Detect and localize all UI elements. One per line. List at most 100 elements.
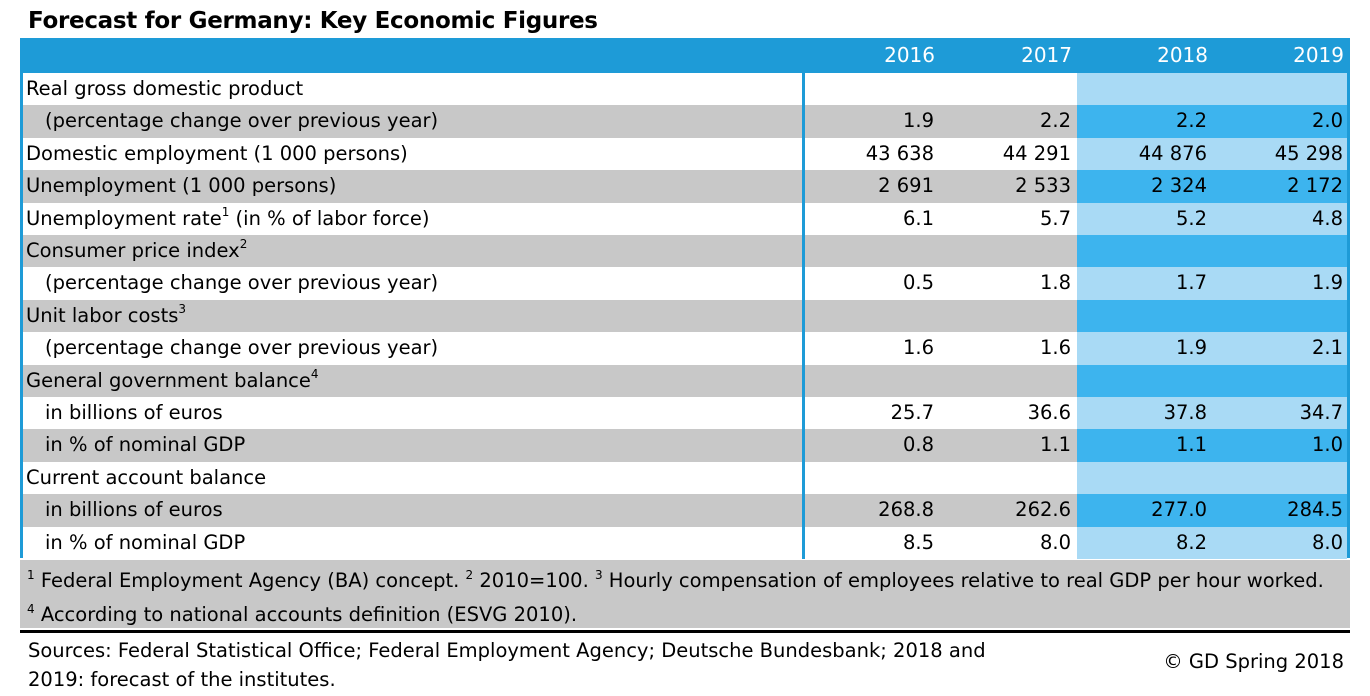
cell-value-2017: 262.6 [1015, 498, 1071, 522]
row-label: Unemployment (1 000 persons) [26, 174, 337, 198]
table-row: (percentage change over previous year) 1.… [23, 105, 1347, 139]
table-row: in % of nominal GDP 8.5 8.0 8.2 8.0 [23, 526, 1347, 560]
row-label: Unit labor costs3 [26, 301, 187, 327]
table-row: Consumer price index2 [23, 235, 1347, 268]
row-label: (percentage change over previous year) [45, 109, 439, 133]
forecast-shading [1077, 105, 1347, 139]
footnote-marker: 3 [594, 568, 603, 582]
row-label: Domestic employment (1 000 persons) [26, 141, 408, 165]
row-label: Consumer price index2 [26, 237, 248, 262]
cell-value-2017: 44 291 [1002, 141, 1071, 165]
row-label: in % of nominal GDP [45, 433, 246, 457]
cell-value-2016: 1.6 [902, 336, 934, 360]
sources-note: Sources: Federal Statistical Office; Fed… [28, 639, 986, 691]
column-divider [802, 137, 805, 171]
column-divider [802, 170, 805, 204]
forecast-shading [1077, 299, 1347, 333]
footnote-text: Federal Employment Agency (BA) concept. [34, 569, 466, 592]
cell-value-2018: 1.9 [1175, 336, 1207, 360]
column-divider [802, 202, 805, 236]
cell-value-2017: 36.6 [1027, 401, 1071, 424]
forecast-shading [1077, 73, 1347, 106]
cell-value-2017: 2.2 [1039, 109, 1071, 133]
table-row: Current account balance [23, 461, 1347, 495]
cell-value-2018: 2.2 [1175, 109, 1207, 133]
row-label: (percentage change over previous year) [45, 271, 439, 295]
cell-value-2016: 0.5 [902, 271, 934, 295]
cell-value-2019: 2 172 [1287, 174, 1343, 198]
copyright-note: © GD Spring 2018 [1163, 650, 1344, 673]
row-label: General government balance4 [26, 366, 319, 392]
cell-value-2019: 1.9 [1311, 271, 1343, 295]
cell-value-2019: 4.8 [1311, 206, 1343, 230]
forecast-shading [1077, 235, 1347, 268]
page-title: Forecast for Germany: Key Economic Figur… [28, 8, 598, 34]
cell-value-2018: 2 324 [1151, 174, 1207, 198]
cell-value-2018: 1.1 [1175, 433, 1207, 457]
cell-value-2018: 1.7 [1175, 271, 1207, 295]
column-header-2016: 2016 [884, 43, 935, 67]
cell-value-2017: 1.8 [1039, 271, 1071, 295]
table-row: (percentage change over previous year) 1.… [23, 332, 1347, 366]
cell-value-2019: 45 298 [1274, 141, 1343, 165]
cell-value-2016: 0.8 [902, 433, 934, 457]
column-divider [802, 299, 805, 333]
forecast-shading [1077, 170, 1347, 204]
footnotes: 1 Federal Employment Agency (BA) concept… [20, 560, 1350, 628]
column-divider [802, 235, 805, 268]
forecast-shading [1077, 397, 1347, 430]
row-label: Real gross domestic product [26, 77, 304, 100]
table-row: in billions of euros 268.8 262.6 277.0 284.5 [23, 494, 1347, 528]
cell-value-2018: 8.2 [1175, 530, 1207, 554]
cell-value-2016: 8.5 [902, 530, 934, 554]
column-divider [802, 364, 805, 398]
cell-value-2019: 2.1 [1311, 336, 1343, 360]
column-divider [802, 267, 805, 301]
column-divider [802, 73, 805, 106]
column-divider [802, 526, 805, 560]
column-divider [802, 494, 805, 528]
row-label: in % of nominal GDP [45, 530, 246, 554]
forecast-shading [1077, 429, 1347, 463]
cell-value-2016: 43 638 [865, 141, 934, 165]
table-row: General government balance4 [23, 364, 1347, 398]
cell-value-2019: 2.0 [1311, 109, 1343, 133]
cell-value-2019: 1.0 [1311, 433, 1343, 457]
table-row: Unit labor costs3 [23, 299, 1347, 333]
cell-value-2018: 5.2 [1175, 206, 1207, 230]
cell-value-2017: 2 533 [1015, 174, 1071, 198]
column-header-2019: 2019 [1293, 43, 1344, 67]
column-divider [802, 397, 805, 430]
forecast-shading [1077, 332, 1347, 366]
footnote-marker: 1 [27, 568, 35, 582]
footnote-text: Hourly compensation of employees relativ… [602, 569, 1324, 592]
forecast-shading [1077, 494, 1347, 528]
footnote-marker: 2 [465, 568, 474, 582]
column-header-2017: 2017 [1021, 43, 1072, 67]
cell-value-2019: 284.5 [1287, 498, 1343, 522]
cell-value-2016: 2 691 [878, 174, 934, 198]
cell-value-2017: 8.0 [1039, 530, 1071, 554]
forecast-shading [1077, 526, 1347, 560]
column-divider [802, 105, 805, 139]
forecast-shading [1077, 364, 1347, 398]
cell-value-2016: 268.8 [878, 498, 934, 522]
table-row: Unemployment rate1 (in % of labor force)… [23, 202, 1347, 236]
cell-value-2018: 37.8 [1163, 401, 1207, 424]
forecast-shading [1077, 461, 1347, 495]
table-row: in billions of euros 25.7 36.6 37.8 34.7 [23, 397, 1347, 430]
column-header-2018: 2018 [1157, 43, 1208, 67]
table-row: Real gross domestic product [23, 73, 1347, 106]
forecast-shading [1077, 202, 1347, 236]
cell-value-2018: 44 876 [1138, 141, 1207, 165]
cell-value-2018: 277.0 [1151, 498, 1207, 522]
table-row: Domestic employment (1 000 persons) 43 63… [23, 137, 1347, 171]
row-label: Unemployment rate1 (in % of labor force) [26, 204, 430, 230]
cell-value-2017: 1.6 [1039, 336, 1071, 360]
figures-table: 2016 2017 2018 2019 Real gross domestic pro… [20, 38, 1350, 560]
footnote-text: According to national accounts definitio… [34, 603, 578, 626]
cell-value-2017: 5.7 [1039, 206, 1071, 230]
cell-value-2016: 25.7 [890, 401, 934, 424]
table-row: Unemployment (1 000 persons) 2 691 2 533 2 … [23, 170, 1347, 204]
column-divider [802, 429, 805, 463]
